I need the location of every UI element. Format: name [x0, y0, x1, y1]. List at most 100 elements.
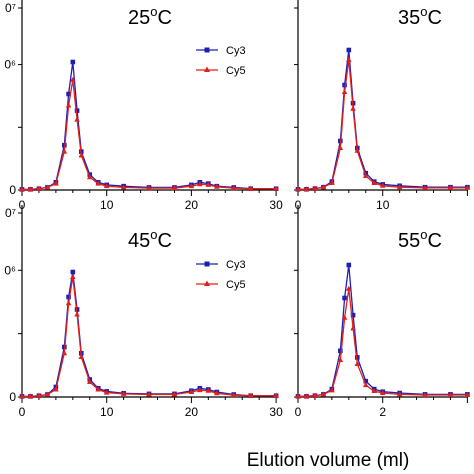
data-point-cy5: [371, 388, 378, 394]
data-point-cy5: [65, 102, 72, 108]
data-point-cy5: [78, 152, 85, 158]
data-point-cy5: [329, 180, 335, 185]
data-point-cy5: [78, 354, 85, 359]
x-tick-label: 10: [100, 405, 114, 419]
data-point-cy5: [61, 350, 68, 356]
y-tick-label: 0: [9, 183, 16, 197]
x-tick-label: 0: [295, 405, 302, 419]
data-point-cy5: [171, 391, 178, 397]
data-point-cy5: [205, 387, 212, 393]
data-point-cy5: [379, 182, 386, 188]
data-point-cy5: [379, 390, 386, 396]
y-tick-label: 0⁶: [4, 58, 16, 72]
data-point-cy3: [70, 59, 76, 65]
data-point-cy3: [363, 378, 369, 384]
data-point-cy5: [447, 392, 454, 398]
chart-panel: 0 0⁶ 0⁷ 0 10 20 30 45oC Cy3 Cy5: [4, 205, 283, 419]
panel-title-number: 55: [398, 230, 420, 252]
data-point-cy5: [205, 181, 212, 187]
data-point-cy5: [197, 181, 203, 187]
series-line-cy5: [298, 59, 468, 190]
data-point-cy3: [354, 355, 360, 360]
panel-title: 25oC: [128, 4, 172, 29]
data-point-cy5: [120, 390, 127, 396]
panel-title-number: 35: [398, 7, 420, 29]
data-point-cy5: [214, 183, 220, 189]
data-point-cy5: [464, 392, 471, 398]
data-point-cy3: [346, 47, 352, 53]
data-point-cy5: [95, 180, 102, 186]
data-point-cy5: [320, 184, 327, 190]
data-point-cy5: [362, 382, 369, 388]
series-line-cy5: [22, 79, 277, 191]
data-point-cy5: [350, 325, 356, 331]
data-point-cy5: [27, 186, 34, 192]
x-axis-label: Elution volume (ml): [247, 450, 410, 471]
series-line-cy5: [22, 276, 277, 398]
data-point-cy5: [36, 392, 42, 398]
data-point-cy3: [350, 312, 356, 318]
data-point-cy5: [295, 186, 301, 192]
data-point-cy5: [36, 185, 42, 191]
data-point-cy5: [70, 76, 76, 82]
legend-label: Cy5: [226, 65, 246, 77]
data-point-cy5: [61, 148, 68, 154]
data-point-cy5: [74, 311, 80, 317]
data-point-cy5: [188, 183, 195, 189]
y-tick-label: 0⁶: [4, 263, 16, 277]
data-point-cy5: [341, 89, 348, 94]
series-line-cy5: [298, 288, 468, 397]
data-point-cy5: [74, 116, 80, 122]
data-point-cy5: [312, 392, 318, 398]
y-tick-label: 0⁷: [5, 206, 16, 220]
data-point-cy5: [396, 391, 403, 397]
x-tick-label: 0: [19, 405, 26, 419]
data-point-cy5: [346, 285, 352, 291]
data-point-cy5: [19, 393, 25, 399]
data-point-cy5: [303, 393, 310, 399]
x-tick-label: 30: [269, 198, 283, 212]
data-point-cy5: [65, 300, 72, 306]
data-point-cy5: [337, 357, 344, 363]
data-point-cy3: [66, 91, 71, 97]
data-point-cy5: [295, 393, 301, 399]
legend-marker-cy3: [204, 261, 210, 267]
data-point-cy5: [95, 386, 102, 392]
data-point-cy5: [86, 379, 93, 384]
x-tick-label: 20: [185, 405, 199, 419]
panel-title-unit: C: [158, 7, 172, 29]
data-point-cy3: [342, 82, 347, 88]
data-point-cy3: [342, 295, 347, 301]
panel-title-degree: o: [150, 227, 157, 242]
legend-label: Cy3: [226, 45, 246, 57]
data-point-cy5: [27, 393, 34, 399]
data-point-cy5: [230, 185, 237, 191]
data-point-cy5: [341, 314, 348, 320]
data-point-cy5: [354, 147, 361, 153]
data-point-cy5: [422, 184, 428, 190]
legend-marker-cy5: [204, 280, 210, 286]
panel-title: 35oC: [398, 4, 442, 29]
data-point-cy5: [146, 391, 152, 397]
data-point-cy5: [247, 392, 254, 398]
data-point-cy5: [103, 183, 110, 189]
data-point-cy5: [447, 184, 454, 190]
data-point-cy5: [464, 184, 471, 190]
data-point-cy5: [70, 274, 76, 279]
data-point-cy5: [214, 390, 220, 396]
series-line-cy3: [22, 61, 277, 191]
series-line-cy3: [298, 264, 468, 397]
panel-title-degree: o: [150, 4, 157, 19]
data-point-cy5: [354, 361, 361, 366]
legend-marker-cy5: [204, 66, 210, 72]
data-point-cy5: [337, 145, 344, 150]
data-point-cy5: [19, 186, 25, 192]
data-point-cy5: [396, 184, 403, 190]
legend-marker-cy3: [204, 47, 210, 53]
data-point-cy3: [70, 269, 76, 275]
data-point-cy5: [247, 185, 254, 191]
data-point-cy5: [346, 56, 352, 62]
